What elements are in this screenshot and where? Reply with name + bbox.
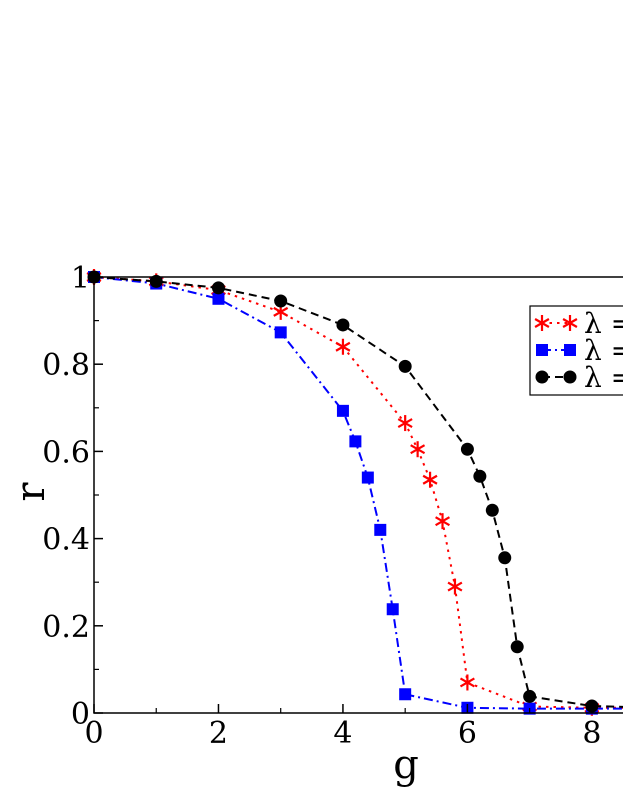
series-line-3 <box>93 276 623 708</box>
y-tick-label: 1 <box>71 261 90 296</box>
axes-layer: 0 2 4 6 8 0 0.2 0.4 0.6 0.8 1 <box>42 261 623 751</box>
y-tick-label: 0.8 <box>42 348 90 383</box>
series-layer <box>86 269 623 716</box>
data-point-2 <box>349 435 362 448</box>
data-point-2 <box>336 404 349 417</box>
data-point-3 <box>149 274 163 288</box>
data-point-3 <box>510 640 524 654</box>
data-point-3 <box>274 294 288 308</box>
series-line-2 <box>93 276 623 710</box>
data-point-3 <box>398 359 412 373</box>
data-point-1 <box>422 471 438 488</box>
data-point-1 <box>435 513 450 530</box>
legend-marker <box>562 315 578 331</box>
data-point-3 <box>473 469 487 483</box>
data-point-2 <box>374 523 387 536</box>
data-point-3 <box>211 281 225 295</box>
legend-marker <box>563 370 577 384</box>
data-point-1 <box>335 338 351 355</box>
legend-marker <box>564 344 576 356</box>
legend-label: λ = <box>584 361 623 394</box>
y-tick-label: 0.2 <box>42 610 90 645</box>
y-tick-label: 0.6 <box>42 435 90 470</box>
data-point-3 <box>485 503 499 517</box>
x-tick-label: 0 <box>84 716 103 751</box>
data-point-1 <box>397 415 413 432</box>
data-point-1 <box>410 441 426 458</box>
y-tick-label: 0.4 <box>42 523 90 558</box>
data-point-2 <box>399 688 412 701</box>
y-tick-label: 0 <box>71 697 90 732</box>
data-point-3 <box>498 551 512 565</box>
data-point-1 <box>459 674 475 691</box>
data-point-3 <box>460 442 474 456</box>
data-point-3 <box>336 318 350 332</box>
data-point-3 <box>523 689 537 703</box>
series-line-1 <box>93 276 623 709</box>
x-tick-label: 4 <box>333 716 352 751</box>
x-tick-label: 6 <box>458 716 477 751</box>
data-point-2 <box>212 292 225 305</box>
legend-marker <box>535 370 549 384</box>
data-point-2 <box>361 471 374 484</box>
legend-marker <box>534 315 550 331</box>
x-tick-label: 8 <box>582 716 601 751</box>
x-axis-label: g <box>393 742 419 788</box>
data-point-2 <box>386 603 399 616</box>
legend-marker <box>536 344 548 356</box>
data-point-2 <box>274 326 287 339</box>
legend-label: λ = <box>584 334 623 367</box>
x-tick-label: 2 <box>209 716 228 751</box>
y-axis-label: r <box>8 482 54 502</box>
legend-label: λ = <box>584 307 623 340</box>
data-point-1 <box>447 578 463 595</box>
legend: λ =λ =λ = <box>529 305 623 396</box>
